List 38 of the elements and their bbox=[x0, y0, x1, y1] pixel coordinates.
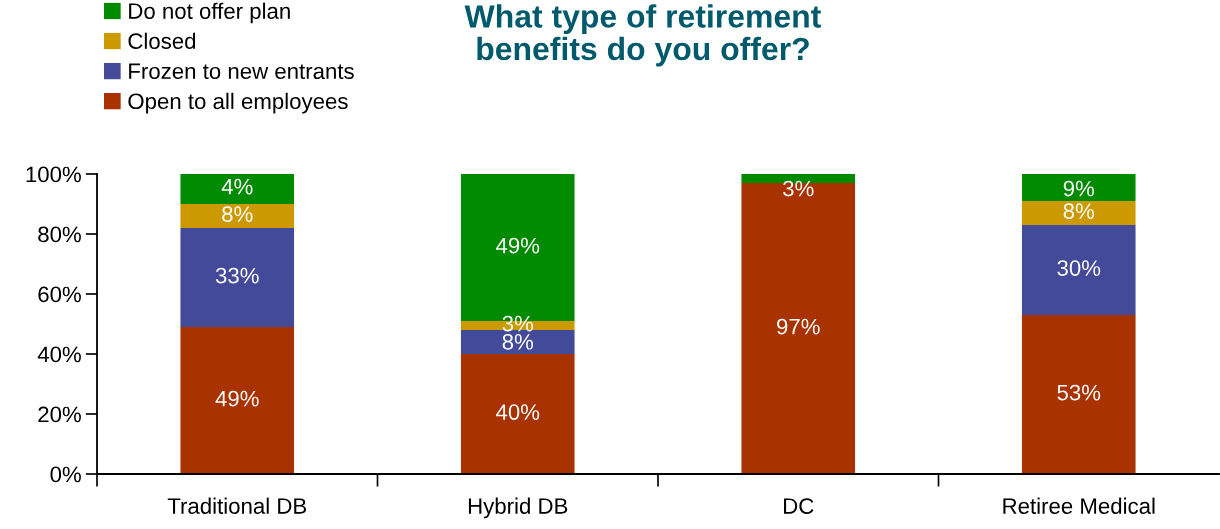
y-tick-label: 0% bbox=[50, 466, 81, 483]
data-label: 8% bbox=[222, 206, 253, 222]
bar bbox=[460, 354, 575, 474]
y-tick-label: 80% bbox=[38, 226, 81, 243]
data-label: 49% bbox=[496, 237, 540, 254]
data-label: 8% bbox=[502, 333, 534, 350]
data-label: 53% bbox=[1057, 384, 1101, 401]
y-tick-label: 20% bbox=[38, 406, 81, 423]
x-tick-label: Hybrid DB bbox=[468, 497, 568, 519]
data-label: 40% bbox=[496, 404, 540, 420]
legend-label: Open to all employees bbox=[128, 92, 348, 114]
y-tick-label: 100% bbox=[26, 166, 81, 183]
bar bbox=[1021, 315, 1136, 474]
data-label: 49% bbox=[215, 390, 259, 407]
bar bbox=[1021, 174, 1136, 201]
bar bbox=[180, 174, 295, 204]
bar bbox=[1021, 225, 1136, 315]
data-label: 9% bbox=[1063, 180, 1095, 197]
data-label: 30% bbox=[1057, 260, 1101, 276]
data-label: 3% bbox=[783, 180, 814, 197]
data-label: 97% bbox=[777, 318, 820, 335]
y-tick-label: 40% bbox=[37, 346, 81, 363]
bar bbox=[180, 228, 295, 327]
bar bbox=[180, 327, 295, 474]
annotation: 4% bbox=[221, 178, 253, 195]
legend-label: Frozen to new entrants bbox=[129, 63, 354, 80]
chart-title: What type of retirement benefits do you offer? bbox=[464, 4, 821, 67]
data-label: 33% bbox=[215, 267, 259, 284]
y-tick-label: 60% bbox=[38, 286, 81, 303]
bar bbox=[180, 204, 295, 228]
data-label: 8% bbox=[1063, 203, 1095, 219]
x-tick-label: DC bbox=[784, 498, 814, 514]
x-tick-label: Traditional DB bbox=[167, 497, 307, 514]
bar bbox=[460, 330, 575, 354]
legend-label: Do not offer plan bbox=[129, 2, 290, 24]
bar bbox=[1021, 201, 1136, 225]
legend-label: Closed bbox=[128, 32, 196, 50]
x-tick-label: Retiree Medical bbox=[1003, 497, 1155, 514]
